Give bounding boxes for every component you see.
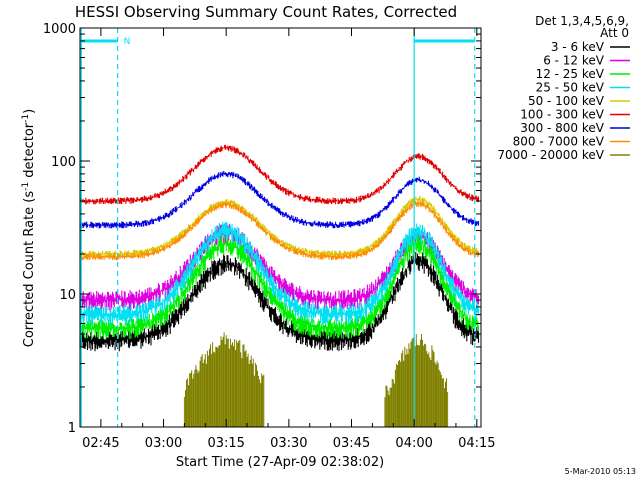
legend-label: 3 - 6 keV bbox=[551, 40, 605, 54]
legend-label: 800 - 7000 keV bbox=[513, 135, 605, 149]
x-tick-label: 03:45 bbox=[333, 436, 370, 451]
x-tick-label: 03:15 bbox=[207, 436, 244, 451]
x-tick-label: 03:00 bbox=[145, 436, 182, 451]
legend-label: 100 - 300 keV bbox=[520, 108, 604, 122]
series-trace bbox=[80, 145, 479, 205]
y-tick-label: 100 bbox=[51, 155, 76, 170]
legend-label: 6 - 12 keV bbox=[543, 54, 605, 68]
legend-label: 12 - 25 keV bbox=[536, 67, 605, 81]
legend-header: Att 0 bbox=[600, 26, 629, 40]
x-tick-label: 04:15 bbox=[458, 436, 495, 451]
night-marker-label: N bbox=[124, 37, 131, 47]
legend-label: 7000 - 20000 keV bbox=[497, 148, 604, 162]
x-tick-label: 03:30 bbox=[270, 436, 307, 451]
y-tick-label: 1000 bbox=[43, 22, 76, 37]
series-7000-20000keV bbox=[184, 333, 447, 428]
series-100-300keV bbox=[80, 145, 479, 205]
legend-label: 25 - 50 keV bbox=[536, 81, 605, 95]
x-tick-label: 02:45 bbox=[82, 436, 119, 451]
series-bursts bbox=[184, 333, 447, 428]
orbit-markers: N bbox=[81, 28, 474, 427]
x-axis-label: Start Time (27-Apr-09 02:38:02) bbox=[176, 455, 384, 470]
y-axis-label: Corrected Count Rate (s-1 detector-1) bbox=[21, 109, 37, 347]
x-tick-label: 04:00 bbox=[395, 436, 432, 451]
y-tick-label: 10 bbox=[59, 288, 76, 303]
legend-label: 300 - 800 keV bbox=[520, 121, 604, 135]
chart-title: HESSI Observing Summary Count Rates, Cor… bbox=[75, 3, 457, 21]
plot-area: N bbox=[80, 28, 479, 427]
timestamp: 5-Mar-2010 05:13 bbox=[565, 467, 636, 476]
y-tick-label: 1 bbox=[68, 421, 76, 436]
legend-label: 50 - 100 keV bbox=[528, 94, 605, 108]
